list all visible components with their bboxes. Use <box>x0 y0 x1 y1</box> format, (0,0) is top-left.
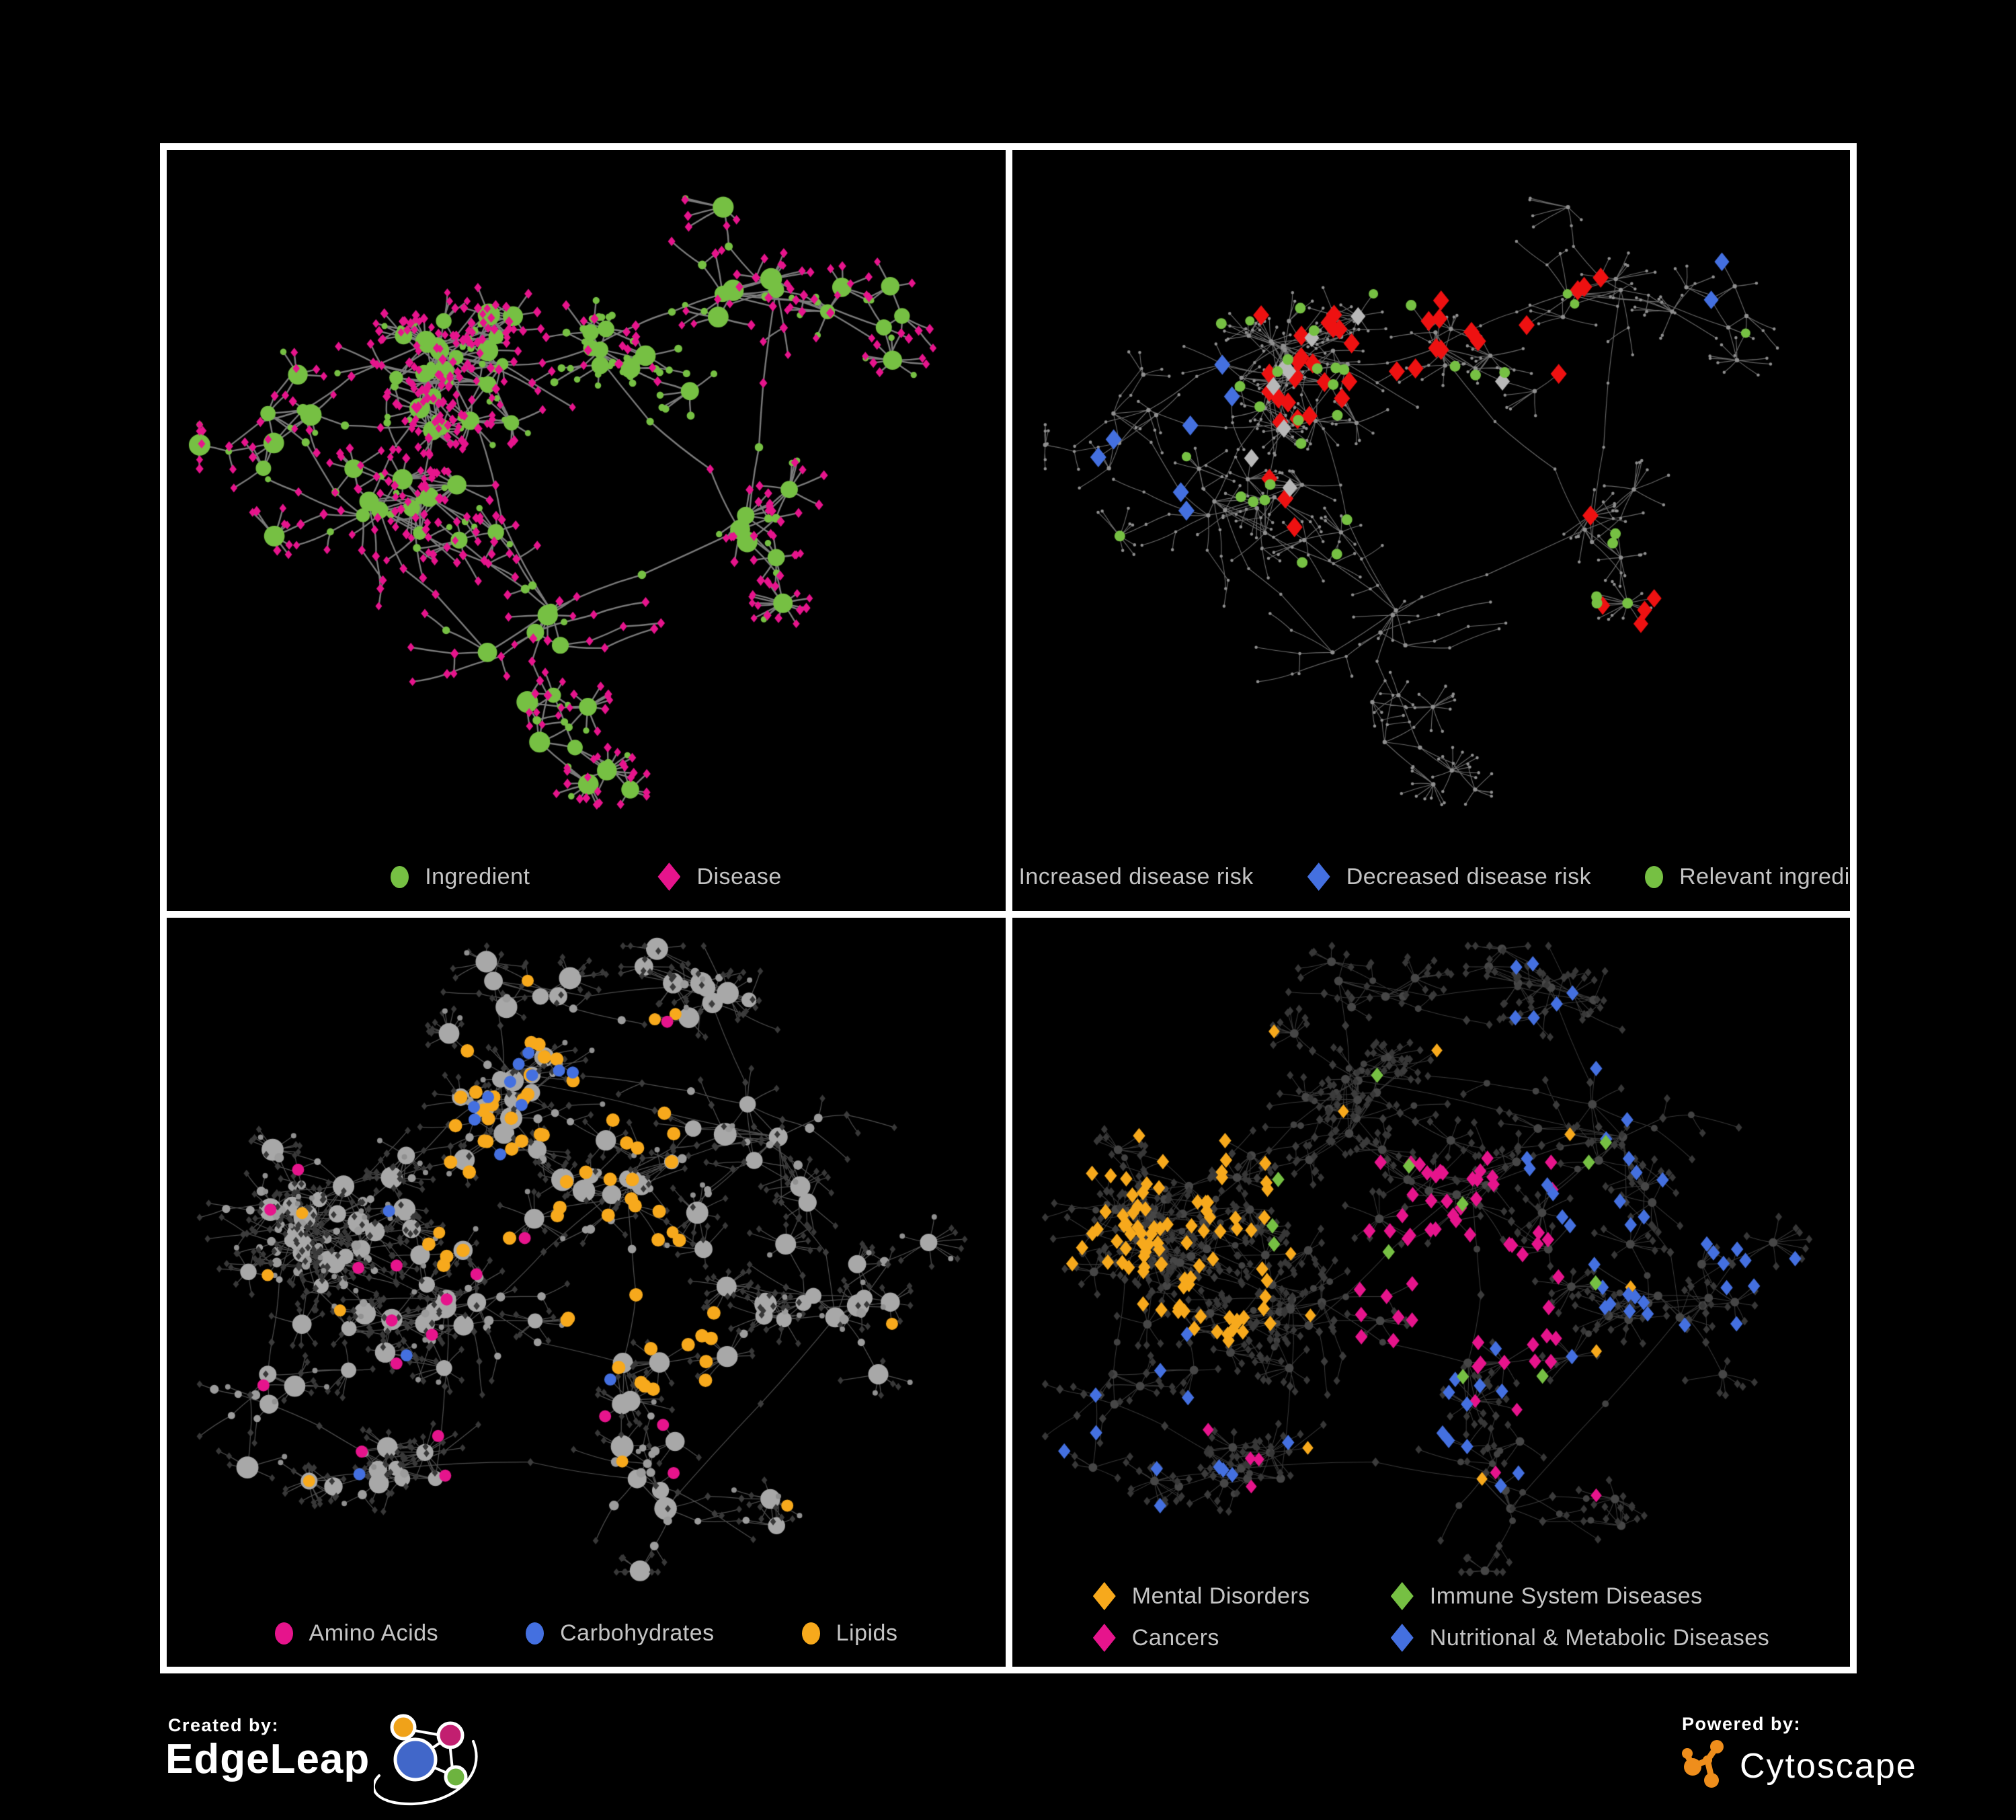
panel-grid: Ingredient Disease Increased disease risk… <box>160 143 1857 1673</box>
legend-item-ingredient: Ingredient <box>391 864 530 890</box>
legend-marker-circle <box>801 1622 820 1645</box>
legend-marker-circle <box>274 1622 293 1645</box>
network-canvas-nutrient-classes <box>167 918 1006 1667</box>
legend-marker-diamond <box>1092 1582 1116 1610</box>
legend-label: Cancers <box>1131 1624 1219 1651</box>
legend-marker-diamond <box>1390 1582 1414 1610</box>
legend-disease-classes: Mental Disorders Immune System Diseases Ca… <box>1012 1582 1850 1652</box>
legend-marker-circle <box>526 1622 545 1645</box>
panel-disease-classes: Mental Disorders Immune System Diseases Ca… <box>1012 918 1850 1667</box>
legend-label: Nutritional & Metabolic Diseases <box>1429 1624 1770 1651</box>
legend-marker-circle <box>1645 865 1664 888</box>
legend-item-lipids: Lipids <box>801 1620 898 1647</box>
legend-nutrient-classes: Amino Acids Carbohydrates Lipids <box>167 1620 1006 1647</box>
legend-marker-diamond <box>1307 863 1330 891</box>
legend-item-amino-acids: Amino Acids <box>274 1620 439 1647</box>
cytoscape-wordmark: Cytoscape <box>1740 1747 1917 1786</box>
panel-nutrient-classes: Amino Acids Carbohydrates Lipids <box>167 918 1006 1667</box>
legend-marker-circle <box>391 865 409 888</box>
network-canvas-disease-risk <box>1012 150 1850 911</box>
legend-item-immune-system-diseases: Immune System Diseases <box>1390 1582 1769 1610</box>
legend-disease-risk: Increased disease risk Decreased disease … <box>1012 863 1850 891</box>
legend-label: Immune System Diseases <box>1429 1583 1703 1609</box>
legend-marker-diamond <box>657 863 681 891</box>
legend-item-carbohydrates: Carbohydrates <box>526 1620 715 1647</box>
powered-by-label: Powered by: <box>1682 1714 1802 1734</box>
legend-item-disease: Disease <box>657 863 781 891</box>
edgeleap-logo <box>374 1714 478 1806</box>
legend-marker-diamond <box>1092 1624 1116 1652</box>
legend-ingredient-disease: Ingredient Disease <box>167 863 1006 891</box>
created-by-label: Created by: <box>168 1715 280 1735</box>
legend-label: Amino Acids <box>309 1620 439 1646</box>
legend-label: Increased disease risk <box>1018 863 1254 889</box>
panel-disease-risk: Increased disease risk Decreased disease … <box>1012 150 1850 911</box>
legend-label: Carbohydrates <box>560 1620 715 1646</box>
edgeleap-node-green <box>444 1765 468 1789</box>
network-canvas-disease-classes <box>1012 918 1850 1667</box>
cytoscape-logo <box>1682 1740 1724 1788</box>
legend-item-cancers: Cancers <box>1092 1624 1310 1652</box>
powered-by-attribution: Powered by: Cytoscape <box>1682 1710 1917 1792</box>
legend-label: Ingredient <box>425 863 530 889</box>
legend-label: Mental Disorders <box>1131 1583 1310 1609</box>
legend-marker-diamond <box>1390 1624 1414 1652</box>
created-by-attribution: Created by: EdgeLeap <box>165 1711 488 1812</box>
legend-label: Lipids <box>836 1620 898 1646</box>
legend-item-increased-disease-risk: Increased disease risk <box>1012 863 1254 891</box>
edgeleap-node-orange <box>390 1714 417 1741</box>
edgeleap-wordmark: EdgeLeap <box>165 1736 370 1782</box>
legend-item-nutritional-metabolic-diseases: Nutritional & Metabolic Diseases <box>1390 1624 1770 1652</box>
legend-label: Disease <box>696 863 782 889</box>
legend-label: Relevant ingredient <box>1679 863 1850 889</box>
legend-item-mental-disorders: Mental Disorders <box>1092 1582 1310 1610</box>
edgeleap-node-pink <box>436 1721 465 1749</box>
legend-item-decreased-disease-risk: Decreased disease risk <box>1307 863 1591 891</box>
panel-ingredient-disease: Ingredient Disease <box>167 150 1006 911</box>
legend-item-relevant-ingredient: Relevant ingredient <box>1645 864 1850 890</box>
legend-label: Decreased disease risk <box>1346 863 1592 889</box>
network-canvas-ingredient-disease <box>167 150 1006 911</box>
edgeleap-node-blue <box>393 1737 438 1782</box>
